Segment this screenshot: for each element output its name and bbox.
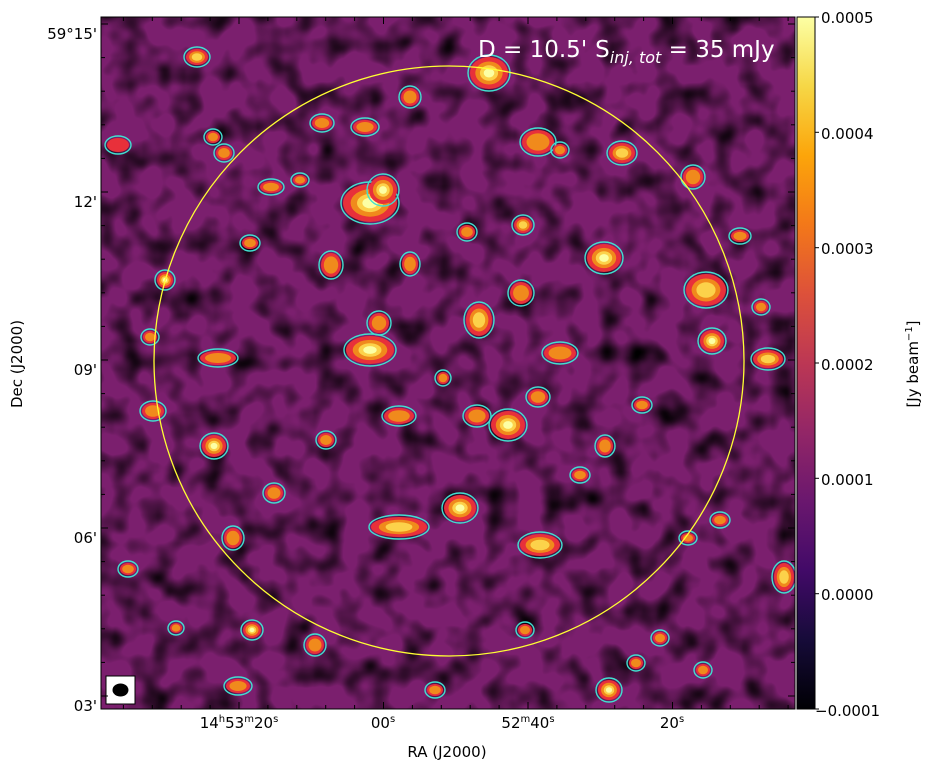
x-tick-label: 00s [371, 714, 395, 732]
source-blob [683, 271, 729, 309]
source-blob [541, 341, 579, 365]
source-blob [511, 214, 535, 236]
colorbar-label: [Jy beam−1] [904, 320, 922, 407]
source-blob [728, 227, 752, 245]
source-blob [117, 560, 139, 578]
source-blob [771, 560, 795, 594]
source-blob [595, 677, 623, 703]
beam-marker [105, 675, 136, 705]
axis-ticks [101, 17, 795, 709]
injection-annotation: D = 10.5' Sinj, tot = 35 mJy [478, 37, 775, 67]
colorbar: 0.0005 0.0004 0.0003 0.0002 0.0001 0.000… [796, 9, 922, 720]
source-blob [303, 633, 327, 657]
colorbar-tick-label: 0.0004 [821, 125, 874, 143]
source-blob [203, 128, 223, 146]
colorbar-tick-label: 0.0003 [821, 240, 874, 258]
sources-layer [104, 46, 795, 703]
x-tick-label: 14h53m20s [200, 714, 279, 732]
source-blob [434, 369, 452, 387]
source-blob [262, 482, 286, 504]
source-blob [350, 117, 380, 137]
source-blob [366, 173, 400, 207]
x-tick-label: 52m40s [501, 714, 554, 732]
source-blob [456, 222, 478, 242]
source-blob [631, 396, 653, 414]
map-panel [101, 17, 795, 709]
source-blob [199, 432, 229, 460]
source-blob [318, 250, 344, 280]
source-blob [584, 241, 624, 275]
source-blob [315, 430, 337, 450]
source-blob [606, 140, 638, 166]
source-blob [515, 621, 535, 639]
map-frame [100, 16, 796, 710]
source-blob [309, 113, 335, 133]
source-blob [398, 85, 422, 109]
source-blob [424, 681, 446, 699]
y-axis-label: Dec (J2000) [8, 320, 26, 408]
injection-circle [153, 65, 745, 657]
source-blob [525, 386, 551, 408]
source-blob [441, 492, 479, 524]
x-tick-labels: 14h53m20s 00s 52m40s 20s [200, 714, 684, 732]
colorbar-tick-label: 0.0005 [821, 9, 874, 27]
source-blob [550, 141, 570, 159]
colorbar-gradient [796, 16, 816, 710]
source-blob [240, 619, 264, 641]
source-blob [167, 620, 185, 636]
y-tick-label: 59°15' [47, 25, 97, 43]
colorbar-ticks [815, 16, 819, 710]
source-blob [507, 279, 535, 307]
source-blob [517, 531, 563, 559]
colorbar-tick-label: 0.0002 [821, 356, 874, 374]
source-blob [290, 172, 310, 188]
source-blob [239, 234, 261, 252]
source-blob [343, 333, 397, 367]
map-noise-texture [101, 17, 795, 709]
source-blob [368, 514, 430, 540]
y-tick-labels: 59°15' 12' 09' 06' 03' [47, 25, 97, 715]
source-blob [213, 143, 235, 163]
source-blob [751, 298, 771, 316]
x-tick-label: 20s [660, 714, 684, 732]
x-axis-label: RA (J2000) [407, 743, 486, 761]
y-tick-label: 12' [74, 193, 97, 211]
source-blob [697, 327, 727, 355]
source-blob [709, 511, 731, 529]
source-blob [463, 301, 495, 339]
source-blob [519, 127, 557, 157]
source-blob [680, 164, 706, 190]
y-tick-label: 03' [74, 697, 97, 715]
source-blob [139, 400, 167, 422]
source-blob [750, 347, 786, 371]
source-blob [569, 466, 591, 484]
source-blob [594, 434, 616, 458]
source-blob [183, 46, 211, 68]
colorbar-tick-label: 0.0000 [821, 586, 874, 604]
source-blob [221, 525, 245, 551]
y-tick-label: 09' [74, 361, 97, 379]
y-tick-label: 06' [74, 529, 97, 547]
colorbar-tick-label: −0.0001 [815, 702, 880, 720]
colorbar-tick-labels: 0.0005 0.0004 0.0003 0.0002 0.0001 0.000… [815, 9, 880, 720]
source-blob [140, 328, 160, 346]
source-blob [678, 530, 698, 546]
source-blob [223, 676, 253, 696]
source-blob [257, 178, 285, 196]
source-blob [197, 348, 239, 368]
source-blob [399, 251, 421, 277]
source-blob [462, 404, 492, 428]
source-blob [488, 408, 528, 442]
source-blob [626, 654, 646, 672]
source-blob [366, 310, 392, 336]
beam-ellipse [112, 683, 129, 697]
colorbar-tick-label: 0.0001 [821, 471, 874, 489]
source-blob [381, 405, 417, 427]
source-blob [693, 661, 713, 679]
source-blob [650, 629, 670, 647]
source-blob [104, 135, 132, 155]
